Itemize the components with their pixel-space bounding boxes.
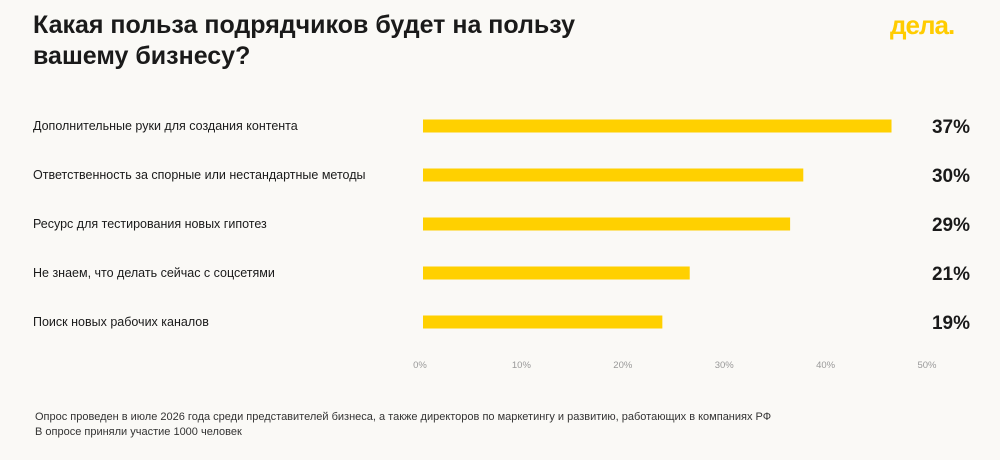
chart-title: Какая польза подрядчиков будет на пользу… xyxy=(33,11,576,70)
bar xyxy=(423,315,663,329)
value-label: 19% xyxy=(932,313,970,334)
bar xyxy=(423,217,791,231)
x-tick-label: 30% xyxy=(715,360,735,371)
survey-note: Опрос проведен в июле 2026 года среди пр… xyxy=(35,410,771,440)
x-tick-label: 50% xyxy=(917,360,937,371)
value-label: 21% xyxy=(932,264,970,285)
survey-note-line-2: В опросе приняли участие 1000 человек xyxy=(35,426,242,438)
value-label: 30% xyxy=(932,166,970,187)
logo: дела. xyxy=(890,10,955,40)
bar-chart: Дополнительные руки для создания контент… xyxy=(33,117,970,371)
category-label: Поиск новых рабочих каналов xyxy=(33,315,209,329)
x-tick-label: 20% xyxy=(613,360,633,371)
bar xyxy=(423,119,892,133)
logo-text: дела. xyxy=(890,10,954,40)
survey-note-line-1: Опрос проведен в июле 2026 года среди пр… xyxy=(35,411,772,423)
value-label: 37% xyxy=(932,117,970,138)
category-label: Дополнительные руки для создания контент… xyxy=(33,119,298,133)
category-label: Ответственность за спорные или нестандар… xyxy=(33,168,366,182)
bar xyxy=(423,168,804,182)
bar xyxy=(423,266,690,280)
value-label: 29% xyxy=(932,215,970,236)
x-tick-label: 40% xyxy=(816,360,836,371)
category-label: Не знаем, что делать сейчас с соцсетями xyxy=(33,266,275,280)
x-tick-label: 10% xyxy=(512,360,532,371)
x-tick-label: 0% xyxy=(413,360,427,371)
category-label: Ресурс для тестирования новых гипотез xyxy=(33,217,267,231)
